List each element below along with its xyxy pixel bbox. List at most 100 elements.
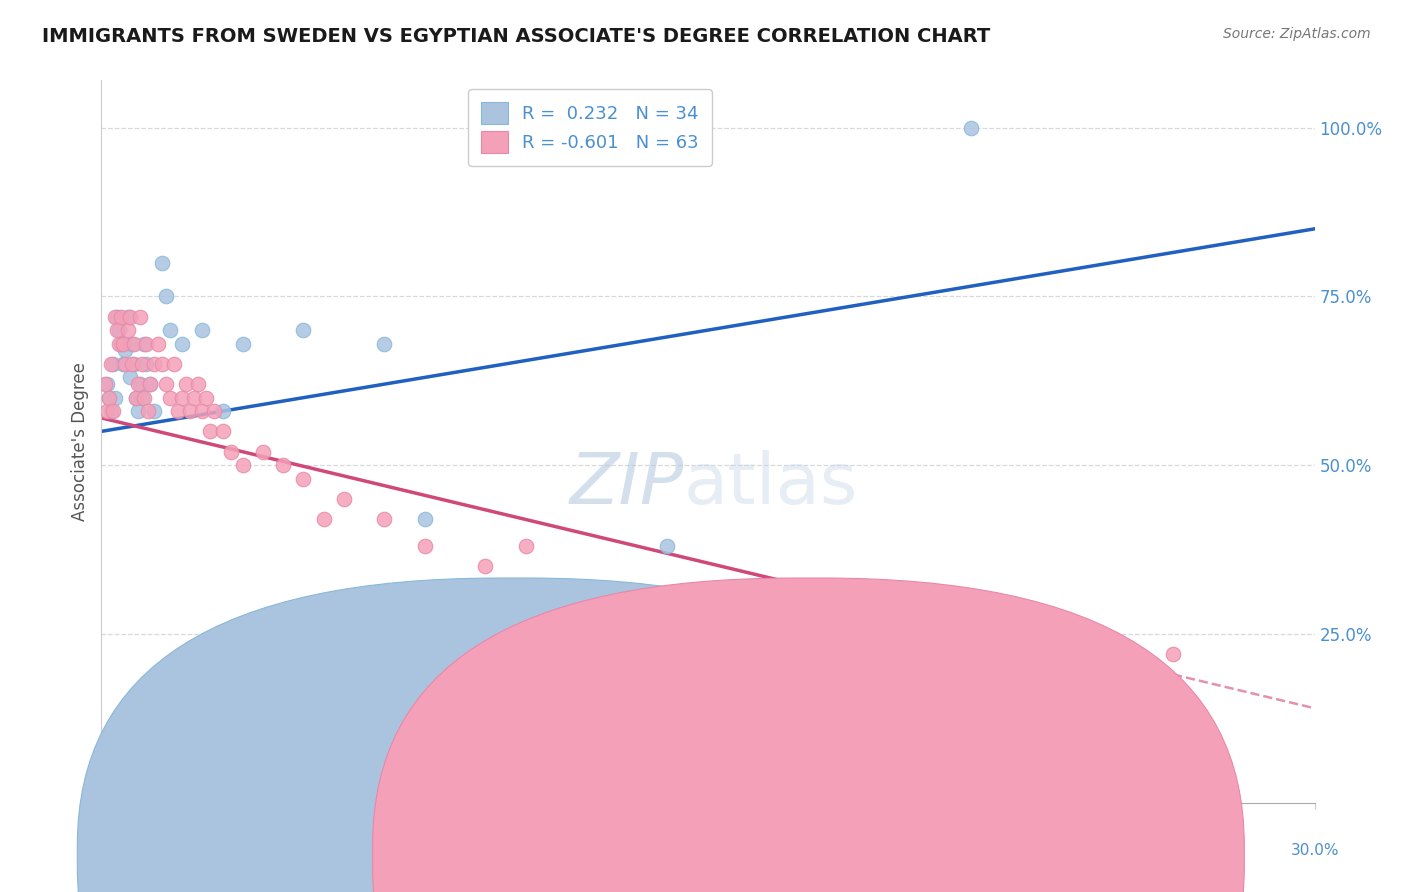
- Point: [187, 377, 209, 392]
- Point: [108, 323, 131, 337]
- Text: Immigrants from Sweden: Immigrants from Sweden: [534, 847, 744, 865]
- Point: [122, 357, 145, 371]
- Point: [96, 377, 118, 392]
- Point: [117, 323, 139, 337]
- Point: [108, 336, 131, 351]
- Point: [179, 404, 201, 418]
- Text: IMMIGRANTS FROM SWEDEN VS EGYPTIAN ASSOCIATE'S DEGREE CORRELATION CHART: IMMIGRANTS FROM SWEDEN VS EGYPTIAN ASSOC…: [42, 27, 990, 45]
- Point: [413, 539, 436, 553]
- Point: [118, 310, 141, 324]
- Point: [1161, 647, 1184, 661]
- Point: [159, 323, 181, 337]
- Text: Source: ZipAtlas.com: Source: ZipAtlas.com: [1223, 27, 1371, 41]
- Point: [163, 357, 186, 371]
- Y-axis label: Associate's Degree: Associate's Degree: [72, 362, 90, 521]
- Point: [142, 404, 165, 418]
- Point: [131, 357, 153, 371]
- Point: [121, 357, 143, 371]
- Point: [112, 357, 135, 371]
- Point: [312, 512, 335, 526]
- Point: [114, 357, 136, 371]
- Point: [124, 391, 146, 405]
- Point: [142, 357, 165, 371]
- Point: [150, 255, 173, 269]
- Point: [292, 323, 315, 337]
- Point: [959, 120, 981, 135]
- Point: [515, 539, 537, 553]
- Point: [211, 425, 233, 439]
- Point: [333, 491, 356, 506]
- Point: [124, 391, 146, 405]
- Point: [657, 539, 679, 553]
- Point: [676, 607, 699, 621]
- Point: [879, 674, 901, 689]
- Point: [110, 310, 132, 324]
- Point: [100, 357, 122, 371]
- Point: [898, 661, 921, 675]
- Text: atlas: atlas: [683, 450, 858, 519]
- Point: [132, 391, 155, 405]
- Point: [121, 336, 143, 351]
- Point: [114, 343, 136, 358]
- Point: [135, 357, 157, 371]
- Point: [252, 444, 274, 458]
- Point: [271, 458, 294, 472]
- Point: [373, 336, 395, 351]
- Point: [103, 357, 125, 371]
- Point: [155, 377, 177, 392]
- Point: [96, 404, 118, 418]
- Point: [146, 336, 169, 351]
- Point: [118, 370, 141, 384]
- Point: [219, 444, 242, 458]
- Point: [139, 377, 162, 392]
- Point: [575, 580, 598, 594]
- Text: 30.0%: 30.0%: [1291, 843, 1339, 858]
- Point: [155, 289, 177, 303]
- Point: [110, 336, 132, 351]
- Point: [122, 336, 145, 351]
- Point: [183, 391, 205, 405]
- Point: [159, 391, 181, 405]
- Legend: R =  0.232   N = 34, R = -0.601   N = 63: R = 0.232 N = 34, R = -0.601 N = 63: [468, 89, 711, 166]
- Point: [413, 512, 436, 526]
- Point: [103, 404, 125, 418]
- Point: [131, 391, 153, 405]
- Text: 0.0%: 0.0%: [82, 843, 121, 858]
- Point: [172, 391, 194, 405]
- Point: [94, 377, 117, 392]
- Point: [128, 310, 150, 324]
- Point: [136, 404, 159, 418]
- Point: [128, 377, 150, 392]
- Point: [98, 391, 121, 405]
- Text: Egyptians: Egyptians: [830, 847, 911, 865]
- Point: [1060, 741, 1083, 756]
- Point: [104, 391, 127, 405]
- Point: [172, 336, 194, 351]
- Point: [1101, 714, 1123, 729]
- Point: [737, 627, 759, 641]
- Point: [139, 377, 162, 392]
- Point: [100, 404, 122, 418]
- Point: [98, 391, 121, 405]
- Point: [107, 310, 129, 324]
- Point: [135, 336, 157, 351]
- Point: [939, 661, 962, 675]
- Point: [107, 323, 129, 337]
- Point: [191, 404, 214, 418]
- Point: [132, 336, 155, 351]
- Point: [373, 512, 395, 526]
- Point: [195, 391, 218, 405]
- Point: [112, 336, 135, 351]
- Point: [232, 458, 254, 472]
- Text: ZIP: ZIP: [569, 450, 683, 519]
- Point: [200, 425, 222, 439]
- Point: [104, 310, 127, 324]
- Point: [211, 404, 233, 418]
- Point: [150, 357, 173, 371]
- Point: [232, 336, 254, 351]
- Point: [797, 647, 820, 661]
- Point: [167, 404, 190, 418]
- Point: [697, 661, 720, 675]
- Point: [127, 404, 149, 418]
- Point: [191, 323, 214, 337]
